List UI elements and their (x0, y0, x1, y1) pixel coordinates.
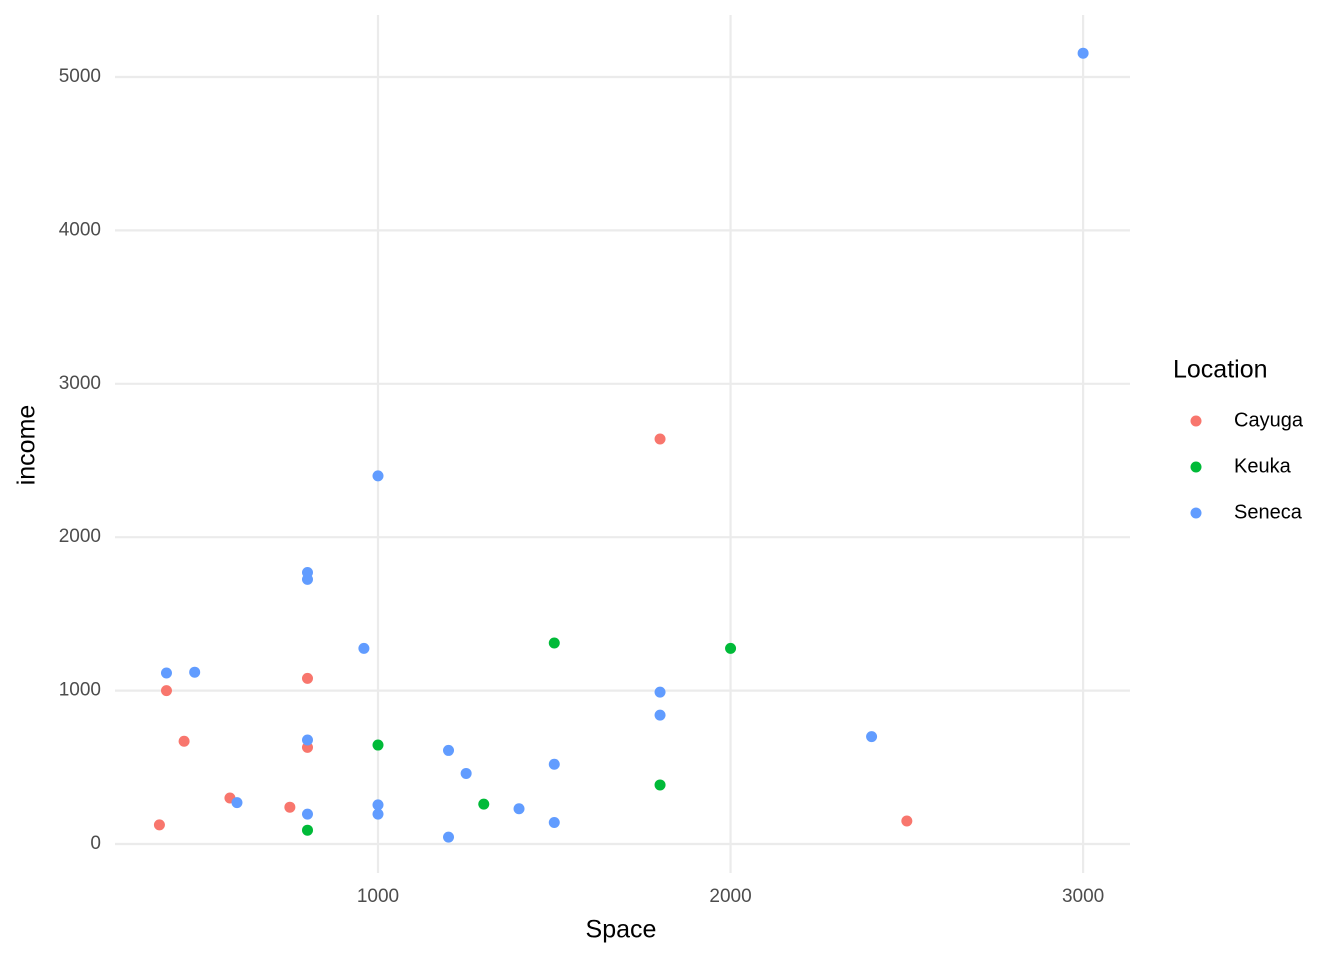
x-axis-title: Space (586, 916, 657, 944)
y-tick-label: 0 (90, 833, 101, 854)
point (654, 709, 666, 721)
point (358, 642, 370, 654)
legend-label: Cayuga (1234, 409, 1304, 431)
point (301, 672, 313, 684)
point (548, 637, 560, 649)
point (160, 667, 172, 679)
point (231, 797, 243, 809)
y-tick-label: 3000 (59, 373, 101, 394)
point (284, 801, 296, 813)
x-tick-label: 2000 (709, 886, 751, 907)
point (160, 685, 172, 697)
point (153, 819, 165, 831)
point (513, 803, 525, 815)
point (301, 573, 313, 585)
point (654, 779, 666, 791)
y-axis-title: income (13, 405, 41, 486)
legend-marker (1190, 507, 1202, 519)
point (654, 433, 666, 445)
point (1077, 47, 1089, 59)
point (372, 470, 384, 482)
y-tick-label: 4000 (59, 219, 101, 240)
legend-label: Keuka (1234, 455, 1292, 477)
point (372, 739, 384, 751)
x-tick-label: 1000 (357, 886, 399, 907)
point (654, 686, 666, 698)
legend-label: Seneca (1234, 501, 1303, 523)
point (372, 799, 384, 811)
point (548, 758, 560, 770)
y-tick-label: 2000 (59, 526, 101, 547)
y-tick-label: 1000 (59, 680, 101, 701)
point (301, 734, 313, 746)
point (301, 824, 313, 836)
x-tick-label: 3000 (1062, 886, 1104, 907)
point (443, 831, 455, 843)
point (189, 666, 201, 678)
point (178, 735, 190, 747)
legend-marker (1190, 415, 1202, 427)
point (460, 767, 472, 779)
point (443, 744, 455, 756)
point (866, 731, 878, 743)
legend-marker (1190, 461, 1202, 473)
point (372, 808, 384, 820)
point (901, 815, 913, 827)
point (725, 642, 737, 654)
point (548, 817, 560, 829)
legend-title: Location (1173, 356, 1268, 384)
y-tick-label: 5000 (59, 66, 101, 87)
point (478, 798, 490, 810)
point (301, 808, 313, 820)
